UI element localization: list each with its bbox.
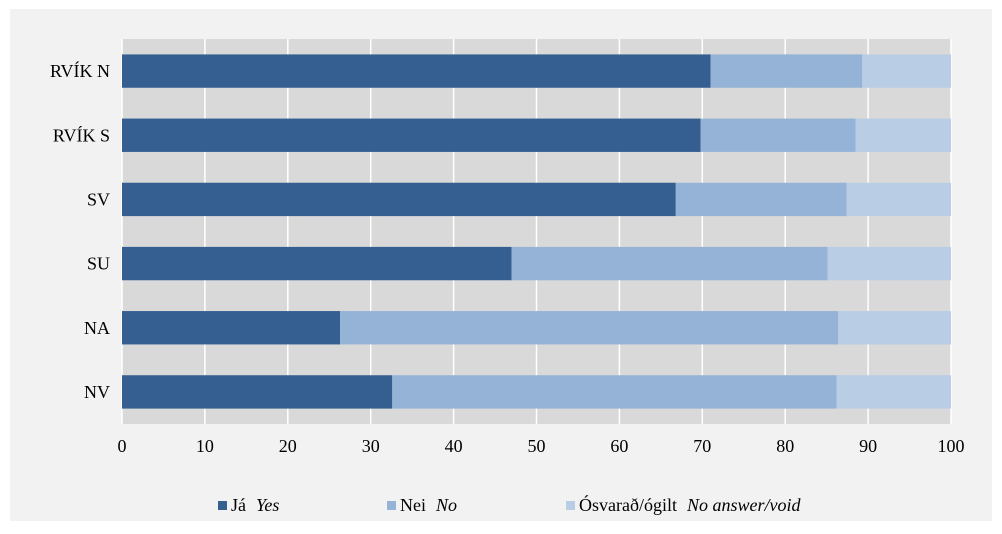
legend-item: Ósvarað/ógilt No answer/void xyxy=(566,495,801,516)
bar-segment xyxy=(675,182,847,217)
y-tick-label: SV xyxy=(87,189,110,209)
chart-svg: 0 10 20 30 40 50 60 70 80 90 100 RVÍK N RVÍK S SV SU NA… xyxy=(50,39,965,456)
legend-item: Já Yes xyxy=(218,495,279,516)
bar-segment xyxy=(122,246,512,281)
bar-segment xyxy=(836,375,951,409)
legend-label: Já xyxy=(231,495,246,515)
bar-segment xyxy=(846,182,951,217)
x-tick-label: 30 xyxy=(362,436,380,456)
bar-segment xyxy=(838,311,951,345)
legend-label-en: No xyxy=(436,495,458,515)
legend-swatch xyxy=(218,501,227,510)
legend-label-en: Yes xyxy=(256,495,280,515)
x-tick-label: 40 xyxy=(445,436,463,456)
bar-segment xyxy=(122,54,711,88)
x-tick-label: 90 xyxy=(859,436,877,456)
bar-segment xyxy=(340,311,839,345)
x-tick-label: 70 xyxy=(693,436,711,456)
legend-item: Nei No xyxy=(387,495,457,516)
bar-segment xyxy=(827,246,951,281)
x-tick-label: 10 xyxy=(196,436,214,456)
y-tick-label: NV xyxy=(84,382,110,402)
legend-label: Nei xyxy=(400,495,426,515)
x-tick-label: 50 xyxy=(528,436,546,456)
bar-segment xyxy=(122,118,701,152)
bar-segment xyxy=(392,375,837,409)
bar-segment xyxy=(122,375,393,409)
x-tick-label: 100 xyxy=(938,436,965,456)
y-tick-label: SU xyxy=(87,254,110,274)
bar-segment xyxy=(855,118,951,152)
x-tick-label: 20 xyxy=(279,436,297,456)
legend-label: Ósvarað/ógilt xyxy=(579,495,677,515)
x-tick-label: 0 xyxy=(118,436,127,456)
x-tick-label: 60 xyxy=(610,436,628,456)
legend-swatch xyxy=(387,501,396,510)
legend: Já Yes Nei No Ósvarað/ógilt No answer/void xyxy=(10,495,992,519)
chart-panel: 0 10 20 30 40 50 60 70 80 90 100 RVÍK N RVÍK S SV SU NA… xyxy=(10,9,992,521)
y-tick-label: RVÍK N xyxy=(50,60,110,81)
y-tick-label: RVÍK S xyxy=(53,124,110,145)
bar-segment xyxy=(710,54,863,88)
bar-segment xyxy=(511,246,828,281)
y-tick-label: NA xyxy=(84,318,110,338)
bar-segment xyxy=(122,311,341,345)
x-tick-label: 80 xyxy=(776,436,794,456)
bar-segment xyxy=(862,54,951,88)
legend-label-en: No answer/void xyxy=(686,495,801,515)
legend-swatch xyxy=(566,501,575,510)
bar-segment xyxy=(122,182,676,217)
bar-segment xyxy=(700,118,856,152)
